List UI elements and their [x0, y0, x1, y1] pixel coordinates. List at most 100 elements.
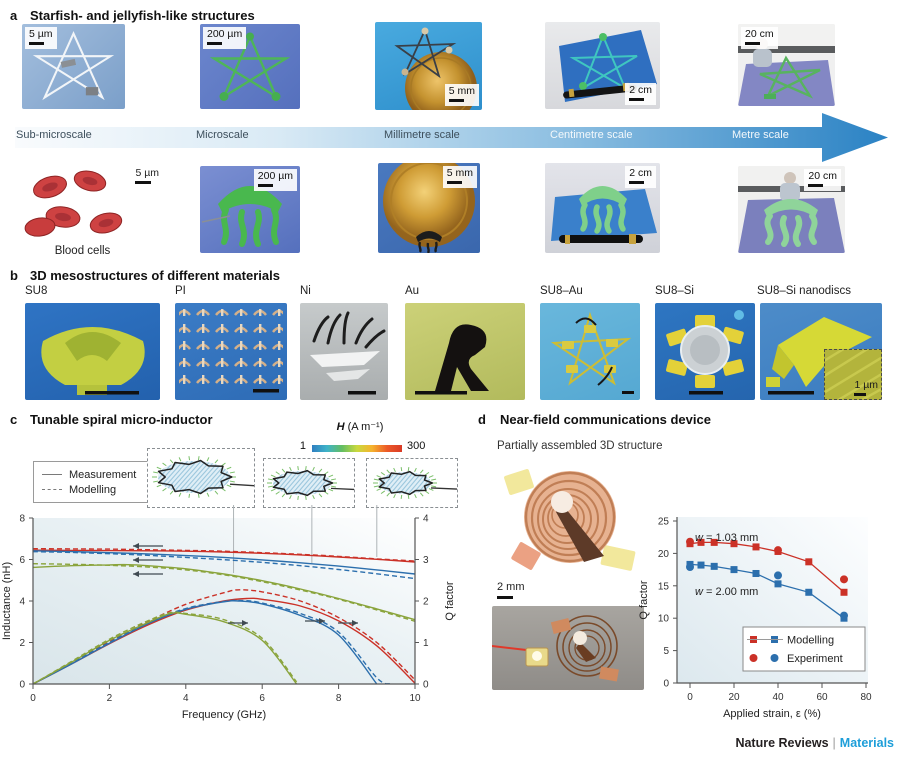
scalebar-black [348, 391, 376, 395]
axis-direction-arrowhead [133, 543, 139, 549]
scalebar-chip: 20 cm [804, 169, 841, 192]
scalebar-text: 5 µm [135, 167, 159, 179]
inductor-coil-outline [272, 469, 334, 497]
blood-cell [73, 170, 107, 192]
board-jellyfish-pen [551, 186, 657, 244]
colorbar-symbol: H [336, 421, 345, 433]
tape-blob [599, 33, 607, 41]
colorbar-max: 300 [407, 440, 426, 452]
material-label-au: Au [405, 285, 420, 297]
blood-cell [45, 206, 81, 228]
blood-cell [33, 175, 67, 199]
chart-c-series-3 [32, 550, 416, 580]
pi-array [179, 309, 283, 393]
inductor-drawing [267, 466, 354, 500]
blood-cell [24, 217, 56, 237]
scalebar-chip: 200 µm [253, 169, 297, 192]
ytick-left: 0 [19, 680, 25, 691]
ni-legs [312, 311, 386, 349]
scalebar-text: 5 µm [29, 28, 53, 40]
person-body [780, 183, 800, 201]
gold-pads [562, 325, 618, 373]
colorbar-gradient [312, 445, 402, 452]
ytick: 5 [663, 646, 669, 657]
inductor-coil-outline [378, 470, 434, 496]
journal-footer: Nature Reviews | Materials [735, 736, 894, 750]
scalebar-black [768, 391, 814, 395]
starfish-green-wire [209, 32, 291, 101]
yaxis-title: Q factor [638, 580, 650, 619]
pen-band [568, 88, 575, 98]
su8-si-structure [666, 310, 744, 395]
axis-direction-arrowhead [133, 571, 139, 577]
person [784, 172, 796, 184]
scalebar-black [253, 389, 279, 393]
legend-modelling-label: Modelling [787, 635, 834, 647]
xtick: 10 [409, 693, 421, 704]
photo-ni [300, 303, 388, 400]
scalebar-black [622, 391, 634, 394]
chart-c-series-2 [32, 550, 416, 575]
led-chip [525, 647, 549, 667]
scalebar-text: 2 mm [497, 581, 525, 593]
scalebar-line [257, 184, 273, 188]
pad-yellow [600, 545, 636, 571]
marker-square [730, 540, 738, 548]
photo-starfish-metre: 20 cm [738, 24, 835, 106]
chart-c-series-5 [32, 562, 416, 622]
panel-d-letter: d [478, 412, 486, 427]
panel-d-subtitle: Partially assembled 3D structure [497, 440, 663, 452]
photo-jellyfish-metre: 20 cm [738, 166, 845, 253]
jellyfish-dome [764, 199, 818, 217]
pen [559, 235, 643, 243]
photo-jellyfish-mm-coin: 5 mm [378, 163, 480, 253]
inductor-inset-small [366, 458, 458, 508]
marker-square [774, 580, 782, 588]
xaxis-title: Frequency (GHz) [182, 709, 266, 721]
marker-square [840, 588, 848, 596]
scalebar-line [854, 393, 867, 396]
inductor-drawing [373, 467, 457, 499]
ytick-left: 6 [19, 555, 25, 566]
nanodisc-inset: 1 µm [824, 349, 882, 400]
scalebar-line [808, 184, 824, 188]
tape-blob [271, 92, 281, 101]
journal-name: Nature Reviews [735, 736, 829, 750]
arrow-shape [15, 113, 888, 162]
ytick: 25 [658, 517, 670, 528]
pad-salmon [511, 542, 541, 570]
scalebar-text: 200 µm [257, 170, 293, 182]
glow-dot [734, 310, 744, 320]
coil-cone [576, 642, 596, 662]
needle [201, 215, 231, 223]
marker-circle [774, 546, 782, 555]
tape-blob [764, 94, 776, 99]
scalebar-text: 5 mm [448, 84, 475, 97]
xtick: 8 [336, 693, 342, 704]
axis-direction-arrowhead [352, 620, 358, 626]
ytick-right: 0 [423, 680, 429, 691]
marker-square [697, 538, 705, 546]
scalebar-line [629, 98, 645, 101]
chart-c-series-1 [32, 548, 416, 562]
scalebar-line [745, 42, 760, 46]
yaxis-left-title: Inductance (nH) [1, 562, 13, 640]
marker-square [697, 561, 705, 569]
blood-cells-drawing [24, 170, 123, 237]
scalebar-text: 200 µm [207, 28, 243, 40]
scalebar-line [448, 99, 464, 102]
marker-square [805, 558, 813, 566]
scalebar-text: 20 cm [745, 28, 774, 40]
axis-direction-arrowhead [319, 618, 325, 624]
su8-base [77, 385, 107, 395]
photo-starfish-submicro: 5 µm [22, 24, 125, 109]
su8-flower [41, 327, 145, 395]
journal-section: Materials [839, 736, 894, 750]
star-shape [394, 27, 457, 79]
panel-c-letter: c [10, 412, 18, 427]
xtick: 4 [183, 693, 189, 704]
chart-c-series-10 [32, 612, 298, 685]
scale-label-micro: Microscale [196, 129, 249, 141]
scale-label-cm: Centimetre scale [550, 129, 633, 141]
coil-center [551, 491, 573, 513]
